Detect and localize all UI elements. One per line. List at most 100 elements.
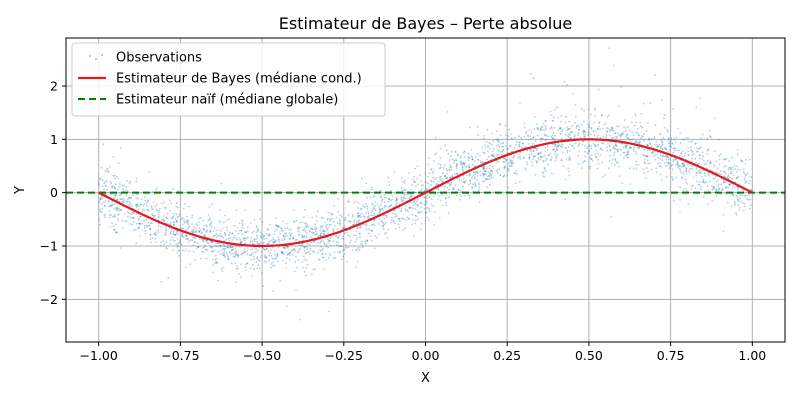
observation-point xyxy=(123,199,126,202)
scatter-points xyxy=(97,47,753,321)
observation-point xyxy=(625,134,628,137)
observation-point xyxy=(523,135,526,138)
observation-point xyxy=(365,228,368,231)
observation-point xyxy=(523,157,525,160)
observation-point xyxy=(357,202,360,204)
observation-point xyxy=(103,214,106,217)
observation-point xyxy=(210,223,213,225)
observation-point xyxy=(707,189,710,192)
observation-point xyxy=(653,155,655,158)
observation-point xyxy=(615,144,617,146)
observation-point xyxy=(532,158,535,161)
observation-point xyxy=(105,185,107,187)
observation-point xyxy=(350,239,352,242)
observation-point xyxy=(301,229,304,232)
observation-point xyxy=(723,170,725,173)
observation-point xyxy=(121,219,124,222)
observation-point xyxy=(337,198,339,200)
observation-point xyxy=(361,191,364,194)
observation-point xyxy=(288,232,291,235)
observation-point xyxy=(654,124,657,126)
observation-point xyxy=(344,219,347,222)
observation-point xyxy=(543,167,546,170)
legend-entry-label: Estimateur de Bayes (médiane cond.) xyxy=(116,72,362,87)
observation-point xyxy=(420,180,422,182)
observation-point xyxy=(705,180,708,183)
observation-point xyxy=(327,232,329,235)
observation-point xyxy=(460,163,463,166)
observation-point xyxy=(304,222,307,225)
observation-point xyxy=(448,196,450,199)
observation-point xyxy=(359,213,362,216)
observation-point xyxy=(263,256,266,259)
observation-point xyxy=(502,175,505,178)
observation-point xyxy=(656,153,659,156)
observation-point xyxy=(462,162,464,164)
observation-point xyxy=(462,181,465,184)
observation-point xyxy=(630,121,633,123)
observation-point xyxy=(634,113,637,115)
observation-point xyxy=(616,150,619,152)
observation-point xyxy=(617,148,619,151)
observation-point xyxy=(606,130,609,133)
observation-point xyxy=(423,203,426,206)
observation-point xyxy=(432,205,435,208)
observation-point xyxy=(175,232,178,234)
observation-point xyxy=(473,165,476,168)
observation-point xyxy=(637,134,640,137)
observation-point xyxy=(169,210,171,212)
observation-point xyxy=(535,161,538,164)
observation-point xyxy=(410,206,412,209)
observation-point xyxy=(479,174,482,176)
observation-point xyxy=(355,220,358,223)
observation-point xyxy=(748,158,751,161)
observation-point xyxy=(388,181,391,184)
observation-point xyxy=(250,253,253,256)
observation-point xyxy=(99,198,102,201)
observation-point xyxy=(341,237,343,240)
observation-point xyxy=(574,142,577,145)
observation-point xyxy=(240,253,243,256)
observation-point xyxy=(165,241,167,244)
observation-point xyxy=(640,125,642,128)
observation-point xyxy=(453,159,455,162)
observation-point xyxy=(659,173,662,176)
observation-point xyxy=(211,203,214,206)
observation-point xyxy=(258,267,261,270)
observation-point xyxy=(509,145,512,147)
observation-point xyxy=(99,178,101,181)
observation-point xyxy=(704,181,707,184)
observation-point xyxy=(202,240,205,243)
observation-point xyxy=(692,176,695,179)
observation-point xyxy=(132,228,135,231)
observation-point xyxy=(450,165,453,168)
observation-point xyxy=(590,133,593,136)
observation-point xyxy=(157,216,160,218)
observation-point xyxy=(444,196,447,199)
observation-point xyxy=(239,245,241,248)
observation-point xyxy=(279,233,281,236)
observation-point xyxy=(687,147,690,149)
observation-point xyxy=(101,185,104,188)
observation-point xyxy=(476,179,479,182)
observation-point xyxy=(365,182,368,185)
observation-point xyxy=(589,167,591,170)
observation-point xyxy=(437,198,439,200)
observation-point xyxy=(529,148,531,151)
observation-point xyxy=(513,155,515,158)
observation-point xyxy=(288,252,291,255)
observation-point xyxy=(373,219,376,221)
observation-point xyxy=(216,229,219,232)
observation-point xyxy=(190,230,193,233)
observation-point xyxy=(486,178,488,180)
observation-point xyxy=(288,237,291,240)
observation-point xyxy=(698,162,701,165)
observation-point xyxy=(203,224,206,227)
observation-point xyxy=(447,153,450,155)
observation-point xyxy=(217,251,220,253)
x-tick-label: −1.00 xyxy=(80,348,118,363)
observation-point xyxy=(492,165,494,168)
observation-point xyxy=(149,228,152,231)
observation-point xyxy=(493,147,495,150)
observation-point xyxy=(132,220,135,223)
